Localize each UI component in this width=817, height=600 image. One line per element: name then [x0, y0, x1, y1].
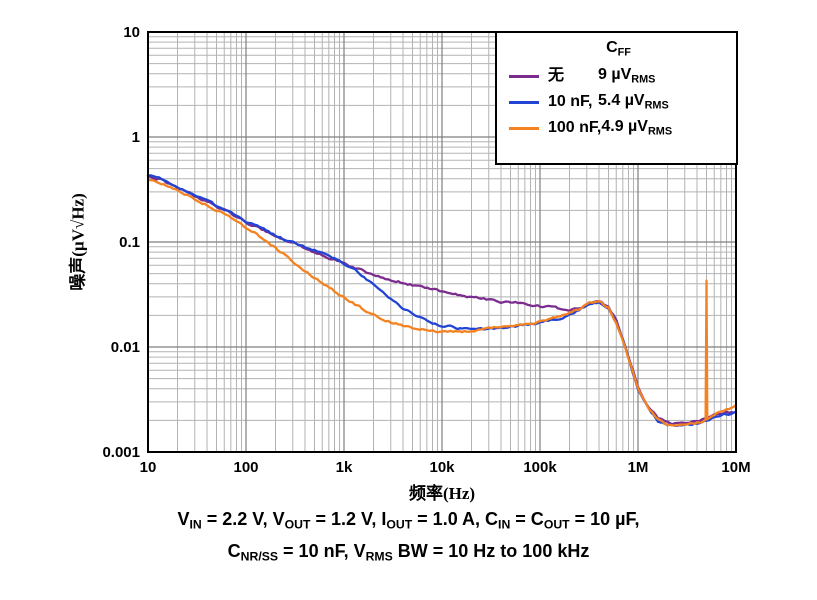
y-tick-label: 1	[132, 129, 140, 146]
text-segment: = 2.2 V, V	[201, 509, 285, 529]
text-segment: = 10 nF, V	[278, 540, 366, 561]
caption-line-2: CNR/SS = 10 nF, VRMS BW = 10 Hz to 100 k…	[0, 538, 817, 570]
x-tick-label: 1M	[628, 459, 649, 476]
subscript-text: OUT	[284, 517, 311, 532]
legend-entry-label: 100 nF,	[548, 119, 602, 137]
subscript-text: RMS	[365, 549, 393, 564]
text-segment: V	[177, 509, 190, 529]
subscript-text: FF	[617, 46, 631, 59]
subscript-text: NR/SS	[240, 549, 279, 564]
subscript-text: OUT	[386, 517, 413, 532]
y-tick-label: 10	[123, 24, 140, 41]
subscript-text: IN	[498, 517, 511, 532]
x-axis-label: 频率(Hz)	[408, 484, 476, 503]
subscript-text: OUT	[543, 517, 570, 532]
x-tick-label: 100	[233, 459, 258, 476]
caption-line-1: VIN = 2.2 V, VOUT = 1.2 V, IOUT = 1.0 A,…	[0, 506, 817, 538]
subscript-text: RMS	[631, 73, 656, 86]
plot-border	[147, 31, 737, 453]
text-segment: BW = 10 Hz to 100 kHz	[392, 540, 590, 561]
legend-entry-value: 4.9 µVRMS	[601, 119, 672, 137]
text-segment: = 1.0 A, C	[412, 509, 499, 529]
y-tick-label: 0.1	[119, 234, 140, 251]
text-segment: C	[606, 39, 618, 56]
legend-entry-label: 10 nF,	[548, 93, 593, 111]
y-tick-label: 0.01	[111, 339, 140, 356]
text-segment: = C	[510, 509, 544, 529]
x-tick-label: 10k	[429, 459, 455, 476]
caption: VIN = 2.2 V, VOUT = 1.2 V, IOUT = 1.0 A,…	[0, 506, 817, 569]
legend: CFF 无 9 µVRMS 10 nF, 5.4 µVRMS 100 nF, 4…	[495, 31, 738, 165]
text-segment: = 1.2 V, I	[310, 509, 387, 529]
x-tick-label: 10	[140, 459, 157, 476]
y-tick-label: 0.001	[102, 444, 140, 461]
x-tick-label: 10M	[721, 459, 750, 476]
x-tick-label: 100k	[523, 459, 557, 476]
legend-swatch-10nf	[509, 100, 539, 104]
legend-entry-value: 9 µVRMS	[598, 67, 655, 85]
text-segment: 5.4 µV	[598, 92, 645, 110]
y-axis-label: 噪声(µV√Hz)	[68, 193, 88, 291]
legend-entry-label: 无	[548, 67, 565, 85]
text-segment: 9 µV	[598, 66, 632, 84]
legend-entry: 10 nF, 5.4 µVRMS	[509, 89, 728, 115]
legend-entry: 无 9 µVRMS	[509, 63, 728, 89]
series-line-2	[146, 178, 738, 427]
legend-title: CFF	[509, 37, 728, 63]
subscript-text: RMS	[644, 99, 669, 112]
text-segment: 4.9 µV	[601, 118, 648, 136]
legend-swatch-no-cff	[509, 74, 539, 78]
legend-swatch-100nf	[509, 126, 539, 130]
legend-entry: 100 nF, 4.9 µVRMS	[509, 115, 728, 141]
text-segment: C	[227, 540, 241, 561]
subscript-text: RMS	[647, 125, 673, 138]
x-tick-label: 1k	[336, 459, 353, 476]
text-segment: = 10 µF,	[569, 509, 640, 529]
legend-entry-value: 5.4 µVRMS	[598, 93, 669, 111]
subscript-text: IN	[189, 517, 202, 532]
